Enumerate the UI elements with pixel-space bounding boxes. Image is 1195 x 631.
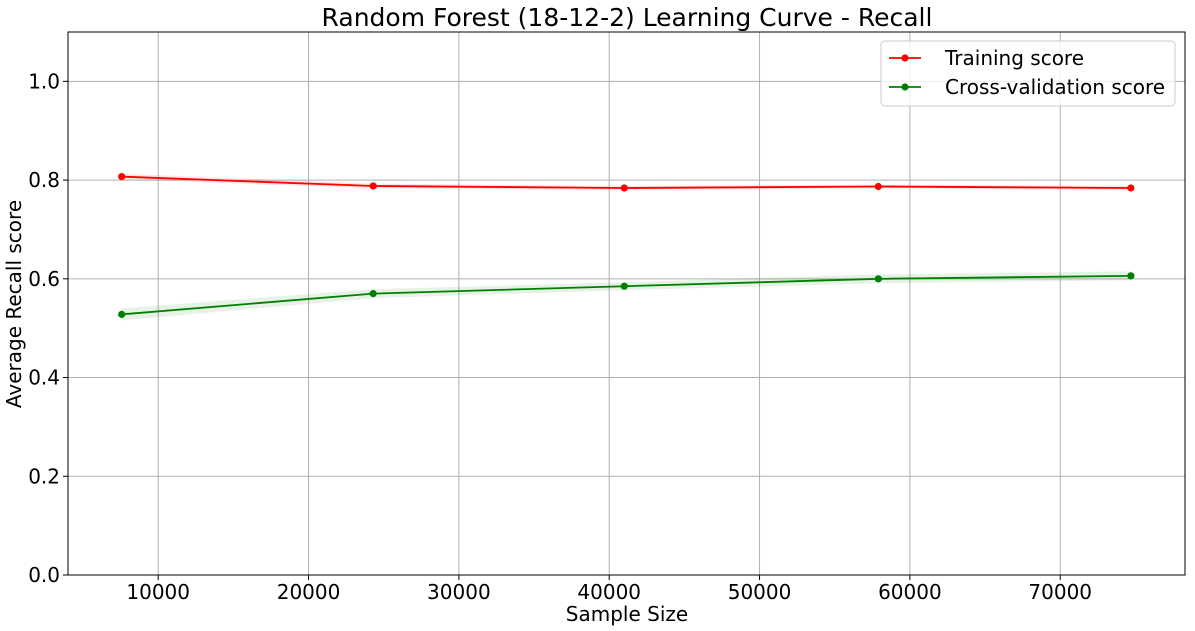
- axis-ticks: 10000 20000 30000 40000 50000 60000 70000 0.0 0.…: [28, 69, 1092, 604]
- x-axis-label: Sample Size: [566, 602, 688, 626]
- series-lines: [121, 175, 1131, 316]
- std-bands: [121, 173, 1131, 321]
- legend-marker-0: [901, 54, 909, 62]
- data-point-series-1: [118, 310, 126, 318]
- x-tick-label: 30000: [427, 580, 491, 604]
- data-point-series-1: [620, 282, 628, 290]
- data-point-series-0: [620, 184, 628, 192]
- y-tick-label: 0.2: [28, 464, 60, 488]
- x-tick-label: 10000: [126, 580, 190, 604]
- y-tick-label: 0.6: [28, 267, 60, 291]
- y-tick-label: 0.4: [28, 366, 60, 390]
- y-tick-label: 0.0: [28, 563, 60, 587]
- data-point-series-1: [1127, 272, 1135, 280]
- chart-title: Random Forest (18-12-2) Learning Curve -…: [322, 3, 933, 32]
- data-point-series-0: [118, 173, 126, 181]
- data-point-series-0: [369, 182, 377, 190]
- series-points: [118, 173, 1135, 318]
- legend: Training score Cross-validation score: [880, 40, 1176, 107]
- axes-frame: [67, 31, 1186, 576]
- x-tick-label: 70000: [1028, 580, 1092, 604]
- x-tick-label: 40000: [577, 580, 641, 604]
- data-point-series-1: [874, 275, 882, 283]
- legend-box: [880, 40, 1176, 107]
- x-tick-label: 60000: [878, 580, 942, 604]
- legend-label-1: Cross-validation score: [945, 75, 1165, 99]
- y-axis-label: Average Recall score: [2, 200, 26, 408]
- data-point-series-0: [1127, 184, 1135, 192]
- legend-marker-1: [901, 83, 909, 91]
- x-tick-label: 20000: [277, 580, 341, 604]
- data-point-series-0: [874, 182, 882, 191]
- y-tick-label: 0.8: [28, 168, 60, 192]
- y-tick-label: 1.0: [28, 69, 60, 93]
- legend-label-0: Training score: [944, 46, 1084, 70]
- x-tick-label: 50000: [728, 580, 792, 604]
- data-point-series-1: [369, 290, 377, 298]
